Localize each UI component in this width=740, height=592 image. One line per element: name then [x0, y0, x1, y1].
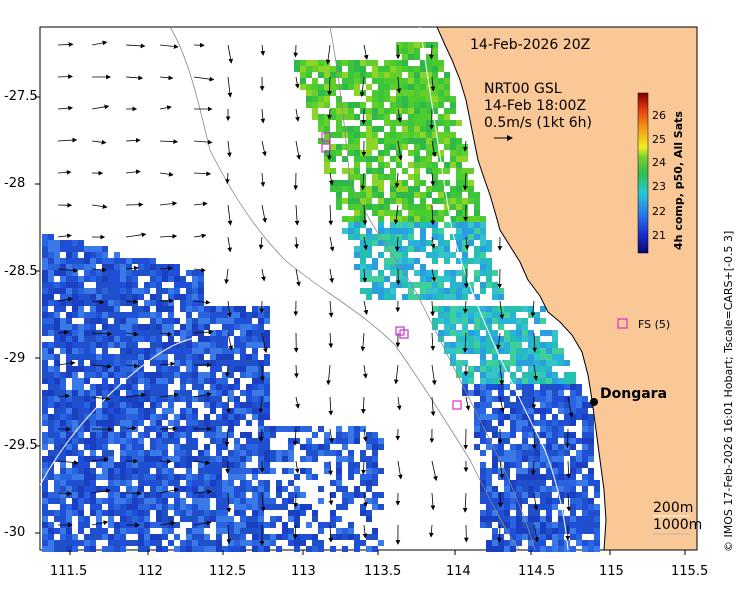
- colorbar-tick: 22: [652, 205, 666, 218]
- fs-marker: [321, 132, 331, 142]
- isobath-200m: [169, 26, 521, 551]
- lon-tick: 113.5: [364, 564, 402, 579]
- isobath-1000m: [329, 26, 536, 551]
- lat-tick: -29.5: [4, 438, 38, 453]
- colorbar-tick: 24: [652, 156, 666, 169]
- legend-200m: 200m: [653, 500, 694, 516]
- colorbar-tick: 26: [652, 109, 666, 122]
- fs-marker: [321, 143, 331, 153]
- lat-tick: -28.5: [4, 264, 38, 279]
- lon-tick: 112: [138, 564, 163, 579]
- current-source: NRT00 GSL: [484, 81, 562, 97]
- colorbar: [637, 92, 649, 254]
- colorbar-tick: 23: [652, 180, 666, 193]
- fs-marker: [399, 329, 409, 339]
- contour-white: [39, 26, 569, 551]
- lat-tick: -30: [4, 525, 26, 540]
- legend-fs: FS (5): [638, 318, 671, 331]
- current-vectors: [57, 40, 574, 546]
- lon-tick: 114.5: [518, 564, 556, 579]
- lon-tick: 115.5: [671, 564, 709, 579]
- colorbar-tick: 21: [652, 229, 666, 242]
- credit-text: © IMOS 17-Feb-2026 16:01 Hobart; Tscale=…: [722, 230, 735, 552]
- lon-tick: 114: [446, 564, 471, 579]
- location-dongara: Dongara: [600, 386, 668, 402]
- colorbar-title: 4h comp, p50, All Sats: [672, 111, 685, 250]
- vector-scale-label: 0.5m/s (1kt 6h): [484, 115, 593, 131]
- lon-tick: 111.5: [50, 564, 88, 579]
- lat-tick: -28: [4, 176, 26, 191]
- lat-tick: -29: [4, 351, 26, 366]
- legend-1000m: 1000m: [653, 517, 703, 533]
- colorbar-tick: 25: [652, 133, 666, 146]
- current-time: 14-Feb 18:00Z: [484, 98, 587, 114]
- map-title: 14-Feb-2026 20Z: [470, 37, 591, 53]
- fs-marker: [452, 400, 462, 410]
- lon-tick: 112.5: [209, 564, 247, 579]
- fs-legend-marker: [617, 318, 628, 329]
- lon-tick: 113: [291, 564, 316, 579]
- land: [436, 26, 698, 551]
- lat-tick: -27.5: [4, 89, 38, 104]
- lon-tick: 115: [599, 564, 624, 579]
- dongara-dot: [590, 398, 598, 406]
